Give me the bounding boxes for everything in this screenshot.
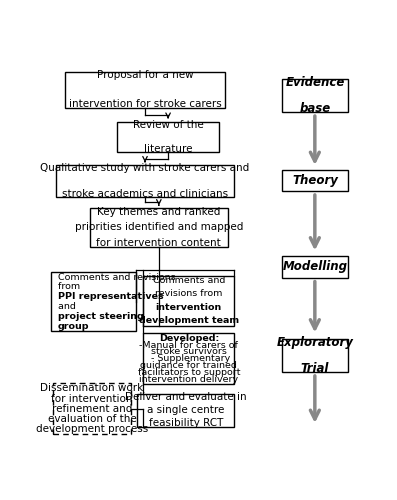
FancyBboxPatch shape (90, 208, 228, 246)
Text: - Supplementary: - Supplementary (148, 354, 230, 364)
FancyBboxPatch shape (56, 165, 234, 196)
Text: intervention delivery: intervention delivery (139, 374, 239, 384)
FancyBboxPatch shape (282, 170, 348, 191)
Text: priorities identified and mapped: priorities identified and mapped (75, 222, 243, 232)
Text: Developed:: Developed: (159, 334, 219, 343)
FancyBboxPatch shape (65, 72, 225, 108)
Text: Deliver and evaluate in: Deliver and evaluate in (125, 392, 247, 402)
Text: PPI representatives: PPI representatives (58, 292, 164, 301)
Text: Modelling: Modelling (283, 260, 347, 274)
Text: stroke academics and clinicians: stroke academics and clinicians (62, 188, 228, 198)
Text: intervention for stroke carers: intervention for stroke carers (69, 100, 222, 110)
FancyBboxPatch shape (143, 334, 234, 384)
Text: development process: development process (36, 424, 148, 434)
Text: -Manual for carers of: -Manual for carers of (139, 340, 238, 349)
Text: Exploratory: Exploratory (277, 336, 353, 349)
Text: Evidence: Evidence (285, 76, 345, 89)
FancyBboxPatch shape (137, 394, 234, 426)
Text: and: and (58, 302, 79, 311)
FancyBboxPatch shape (282, 339, 348, 372)
Text: Comments and revisions: Comments and revisions (58, 272, 175, 281)
Text: Theory: Theory (292, 174, 338, 187)
Text: group: group (58, 322, 89, 330)
FancyBboxPatch shape (51, 272, 136, 332)
Text: Review of the: Review of the (133, 120, 203, 130)
Text: from: from (58, 282, 83, 292)
Text: Proposal for a new: Proposal for a new (97, 70, 193, 80)
Text: development team: development team (139, 316, 239, 325)
Text: Dissemination work: Dissemination work (40, 384, 144, 394)
Text: Qualitative study with stroke carers and: Qualitative study with stroke carers and (40, 164, 250, 173)
Text: literature: literature (144, 144, 192, 154)
FancyBboxPatch shape (53, 384, 131, 434)
Text: stroke survivors: stroke survivors (151, 348, 227, 356)
FancyBboxPatch shape (282, 79, 348, 112)
Text: base: base (299, 102, 331, 115)
FancyBboxPatch shape (282, 256, 348, 278)
Text: a single centre: a single centre (147, 405, 224, 415)
Text: revisions from: revisions from (155, 290, 223, 298)
Text: Comments and: Comments and (153, 276, 225, 285)
FancyBboxPatch shape (118, 122, 219, 152)
Text: for intervention content: for intervention content (96, 238, 221, 248)
Text: Key themes and ranked: Key themes and ranked (97, 207, 221, 217)
FancyBboxPatch shape (143, 276, 234, 326)
Text: facilitators to support: facilitators to support (138, 368, 240, 377)
Text: refinement and: refinement and (52, 404, 132, 414)
Text: guidance for trained: guidance for trained (141, 361, 237, 370)
Text: feasibility RCT: feasibility RCT (148, 418, 223, 428)
Text: evaluation of the: evaluation of the (48, 414, 136, 424)
Text: intervention: intervention (156, 303, 222, 312)
Text: for intervention: for intervention (51, 394, 133, 404)
Text: project steering: project steering (58, 312, 144, 321)
Text: Trial: Trial (301, 362, 329, 375)
